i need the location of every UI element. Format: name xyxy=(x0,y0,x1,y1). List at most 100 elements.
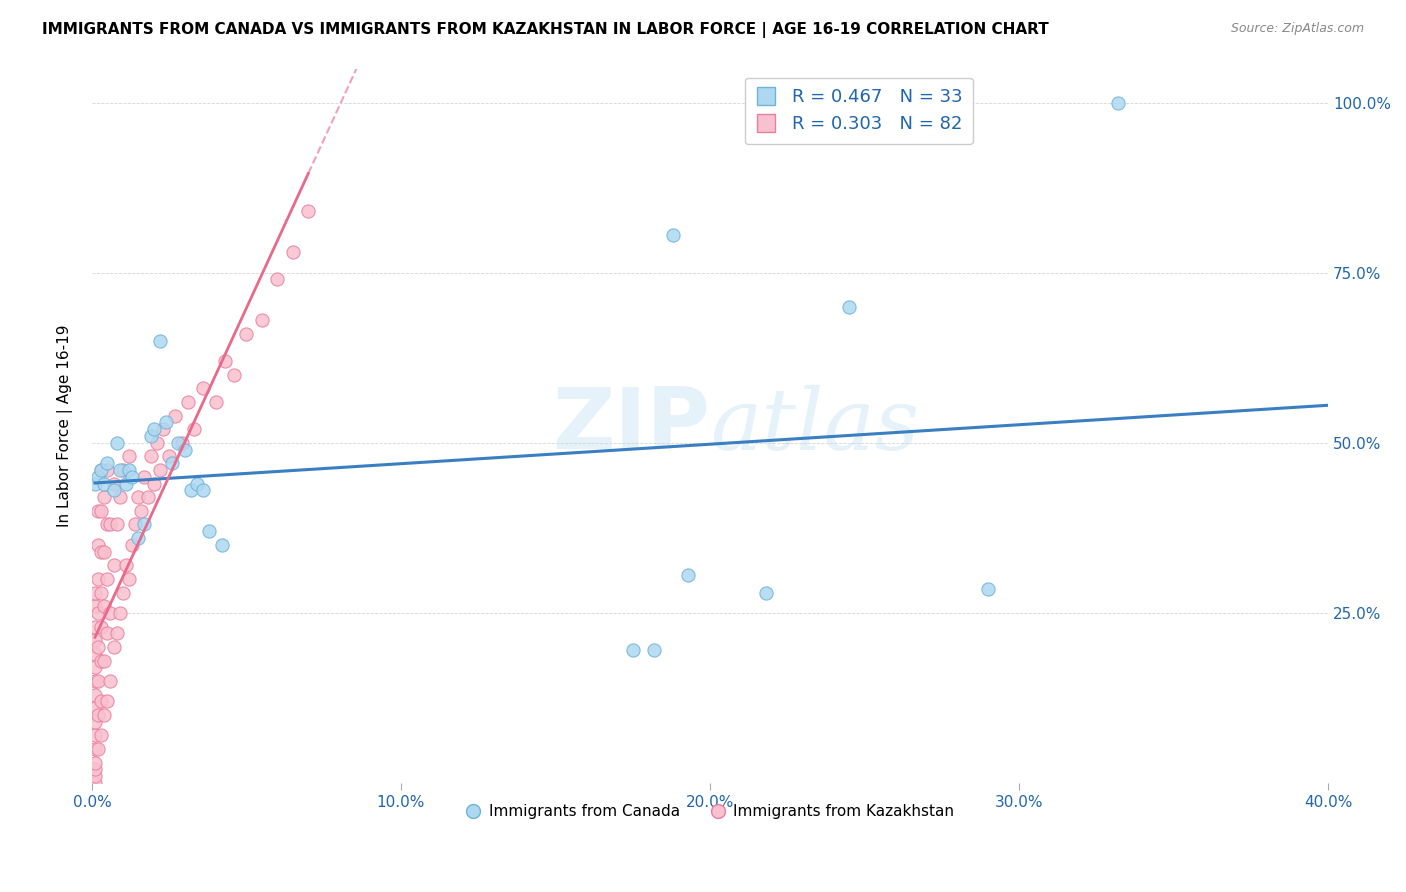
Point xyxy=(124,517,146,532)
Point xyxy=(84,742,107,756)
Point xyxy=(136,490,159,504)
Point xyxy=(87,606,110,620)
Point xyxy=(142,476,165,491)
Point xyxy=(84,599,107,613)
Point xyxy=(84,476,107,491)
Point xyxy=(84,673,107,688)
Point xyxy=(87,504,110,518)
Point xyxy=(127,490,149,504)
Point xyxy=(186,476,208,491)
Point xyxy=(183,422,205,436)
Point xyxy=(115,558,138,573)
Point xyxy=(198,524,221,539)
Point xyxy=(84,763,107,777)
Point xyxy=(127,531,149,545)
Point xyxy=(87,742,110,756)
Point xyxy=(84,585,107,599)
Point xyxy=(96,626,118,640)
Point xyxy=(193,483,215,498)
Point xyxy=(121,470,143,484)
Text: Source: ZipAtlas.com: Source: ZipAtlas.com xyxy=(1230,22,1364,36)
Point xyxy=(93,654,115,668)
Point xyxy=(149,334,172,348)
Point xyxy=(93,708,115,723)
Point xyxy=(250,313,273,327)
Point xyxy=(105,435,128,450)
Point xyxy=(115,476,138,491)
Point xyxy=(103,558,125,573)
Text: atlas: atlas xyxy=(710,384,920,467)
Point xyxy=(111,585,134,599)
Point xyxy=(621,643,644,657)
Point xyxy=(177,395,200,409)
Point xyxy=(90,585,112,599)
Point xyxy=(170,435,193,450)
Point xyxy=(235,326,257,341)
Point xyxy=(87,538,110,552)
Point xyxy=(90,654,112,668)
Point xyxy=(105,626,128,640)
Point xyxy=(87,708,110,723)
Point xyxy=(93,490,115,504)
Point xyxy=(108,490,131,504)
Point xyxy=(84,728,107,742)
Point xyxy=(146,435,169,450)
Point xyxy=(643,643,665,657)
Point xyxy=(87,572,110,586)
Point xyxy=(96,463,118,477)
Point xyxy=(84,647,107,661)
Point xyxy=(118,463,141,477)
Point xyxy=(977,582,1000,596)
Point xyxy=(87,673,110,688)
Point xyxy=(100,673,122,688)
Point xyxy=(84,776,107,790)
Point xyxy=(96,694,118,708)
Point xyxy=(84,619,107,633)
Point xyxy=(103,483,125,498)
Point xyxy=(84,688,107,702)
Point xyxy=(155,416,177,430)
Point xyxy=(139,429,162,443)
Point xyxy=(96,572,118,586)
Point xyxy=(755,585,778,599)
Point xyxy=(93,476,115,491)
Point xyxy=(90,694,112,708)
Point xyxy=(90,463,112,477)
Point xyxy=(193,381,215,395)
Point xyxy=(662,228,685,243)
Point xyxy=(266,272,288,286)
Point xyxy=(108,463,131,477)
Point xyxy=(103,640,125,654)
Point xyxy=(84,756,107,770)
Point xyxy=(118,450,141,464)
Point xyxy=(131,504,153,518)
Point xyxy=(87,640,110,654)
Point xyxy=(100,517,122,532)
Point xyxy=(100,606,122,620)
Point xyxy=(214,354,236,368)
Point xyxy=(93,599,115,613)
Point xyxy=(211,538,233,552)
Point xyxy=(222,368,245,382)
Point xyxy=(297,204,319,219)
Point xyxy=(96,456,118,470)
Point xyxy=(142,422,165,436)
Point xyxy=(180,483,202,498)
Point xyxy=(90,463,112,477)
Point xyxy=(838,300,860,314)
Point xyxy=(103,476,125,491)
Point xyxy=(93,544,115,558)
Point xyxy=(105,517,128,532)
Point xyxy=(108,606,131,620)
Point xyxy=(84,633,107,648)
Y-axis label: In Labor Force | Age 16-19: In Labor Force | Age 16-19 xyxy=(58,325,73,527)
Point xyxy=(165,409,187,423)
Text: ZIP: ZIP xyxy=(553,384,710,467)
Point xyxy=(149,463,172,477)
Point xyxy=(121,538,143,552)
Point xyxy=(118,572,141,586)
Point xyxy=(173,442,195,457)
Point xyxy=(678,568,700,582)
Point xyxy=(157,450,180,464)
Point xyxy=(84,769,107,783)
